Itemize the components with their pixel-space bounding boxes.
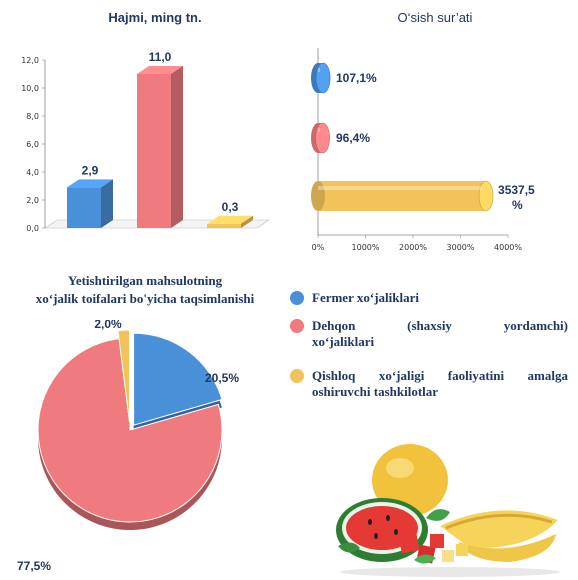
bar-3 <box>207 215 253 228</box>
fruit-illustration <box>336 444 560 577</box>
pie-title-line-2: xo‘jalik toifalari bo'yicha taqsimlanish… <box>35 291 255 306</box>
legend-label: Dehqon (shaxsiy yordamchi) xo‘jaliklari <box>312 318 568 349</box>
bar-1 <box>67 179 113 228</box>
bar-value-label: 2,9 <box>82 163 99 177</box>
bar-value-label: 107,1% <box>336 71 377 85</box>
bar-side <box>171 66 183 228</box>
pie-value-label: 77,5% <box>17 559 51 573</box>
y-tick-label: 0,0 <box>26 224 39 233</box>
bar-top <box>207 215 253 224</box>
y-tick-label: 10,0 <box>21 84 39 93</box>
bar-front <box>207 223 241 228</box>
cylinder-base <box>311 181 325 211</box>
distribution-pie-chart: 20,5% 77,5% 2,0% <box>17 320 239 573</box>
bar-chart-title: Hajmi, ming tn. <box>108 10 202 25</box>
legend-swatch <box>290 369 304 383</box>
cylinder-highlight <box>318 186 483 190</box>
cylinder-cap <box>478 180 494 212</box>
cylinder-cap <box>315 62 331 94</box>
volume-bar-chart: 0,0 2,0 4,0 6,0 8,0 10,0 12,0 2,9 11,0 0,3 <box>21 50 270 233</box>
bar-value-label: 11,0 <box>149 50 172 64</box>
growth-chart-title: O‘sish sur’ati <box>397 10 473 25</box>
y-tick-label: 8,0 <box>26 112 39 121</box>
bar-value-label: 96,4% <box>336 131 370 145</box>
legend-label: Qishloq xo‘jaligi faoliyatini amalga osh… <box>312 368 568 399</box>
bar-top <box>67 179 113 188</box>
x-tick-label: 2000% <box>399 243 427 252</box>
bar-side <box>101 179 113 228</box>
growth-bar-chart: 0% 1000% 2000% 3000% 4000% 107,1% 96,4% 3537,5% <box>311 48 535 252</box>
bar-value-label: 3537,5 <box>498 183 535 197</box>
bar-value-unit: % <box>512 198 523 212</box>
legend: Fermer xo‘jaliklari Dehqon (shaxsiy yord… <box>290 290 568 412</box>
pie-slice-2 <box>37 338 223 523</box>
cylinder-cap <box>315 122 330 154</box>
legend-item-fermer: Fermer xo‘jaliklari <box>290 290 568 306</box>
cylinder-highlight <box>318 68 320 72</box>
bar-front <box>67 187 101 228</box>
pie-chart-title: Yetishtirilgan mahsulotning xo‘jalik toi… <box>0 272 290 308</box>
bar-2 <box>137 66 183 228</box>
y-tick-label: 2,0 <box>26 196 39 205</box>
bar-1 <box>311 62 331 94</box>
x-tick-label: 1000% <box>352 243 380 252</box>
x-tick-label: 0% <box>312 243 325 252</box>
x-tick-label: 4000% <box>494 243 522 252</box>
y-tick-label: 12,0 <box>21 56 39 65</box>
x-tick-label: 3000% <box>447 243 475 252</box>
legend-swatch <box>290 319 304 333</box>
pie-title-line-1: Yetishtirilgan mahsulotning <box>67 273 223 288</box>
bar-side <box>241 215 253 228</box>
pie-slice-3 <box>117 329 130 423</box>
y-tick-label: 6,0 <box>26 140 39 149</box>
pie-value-label: 2,0% <box>94 320 122 331</box>
cylinder-body <box>318 181 487 211</box>
bar-value-label: 0,3 <box>222 200 239 214</box>
legend-item-dehqon: Dehqon (shaxsiy yordamchi) xo‘jaliklari <box>290 318 568 350</box>
legend-swatch <box>290 291 304 305</box>
bar-2 <box>311 122 330 154</box>
cylinder-highlight <box>318 128 320 132</box>
legend-label: Fermer xo‘jaliklari <box>312 290 419 305</box>
pie-value-label: 20,5% <box>205 371 239 385</box>
pie-slice-1 <box>133 332 223 426</box>
bar-top <box>137 66 183 74</box>
legend-item-tashkilot: Qishloq xo‘jaligi faoliyatini amalga osh… <box>290 368 568 400</box>
bar-3 <box>311 180 494 212</box>
y-tick-label: 4,0 <box>26 168 39 177</box>
bar-front <box>137 74 171 228</box>
